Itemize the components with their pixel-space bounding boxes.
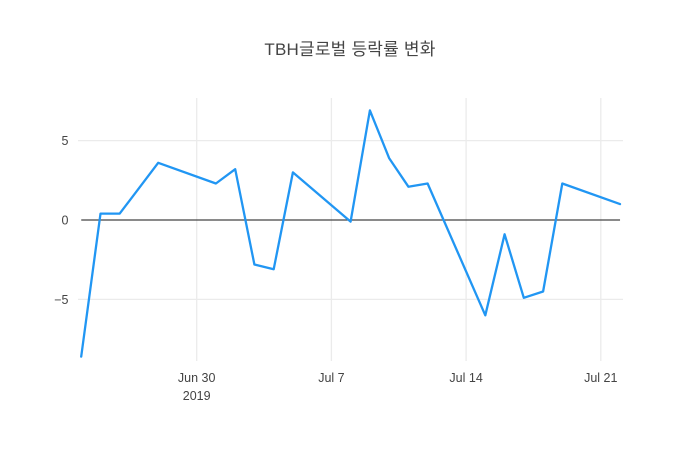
- y-tick-label: −5: [54, 293, 68, 307]
- x-tick-year-label: 2019: [183, 389, 211, 403]
- x-tick-label: Jul 21: [584, 371, 617, 385]
- y-tick-label: 0: [62, 214, 69, 228]
- y-tick-label: 5: [62, 134, 69, 148]
- chart-title: TBH글로벌 등락률 변화: [264, 40, 436, 59]
- plot-area[interactable]: [78, 98, 623, 361]
- x-tick-label: Jun 30: [178, 371, 216, 385]
- x-tick-label: Jul 7: [318, 371, 344, 385]
- series-line[interactable]: [80, 109, 622, 358]
- x-tick-label: Jul 14: [449, 371, 482, 385]
